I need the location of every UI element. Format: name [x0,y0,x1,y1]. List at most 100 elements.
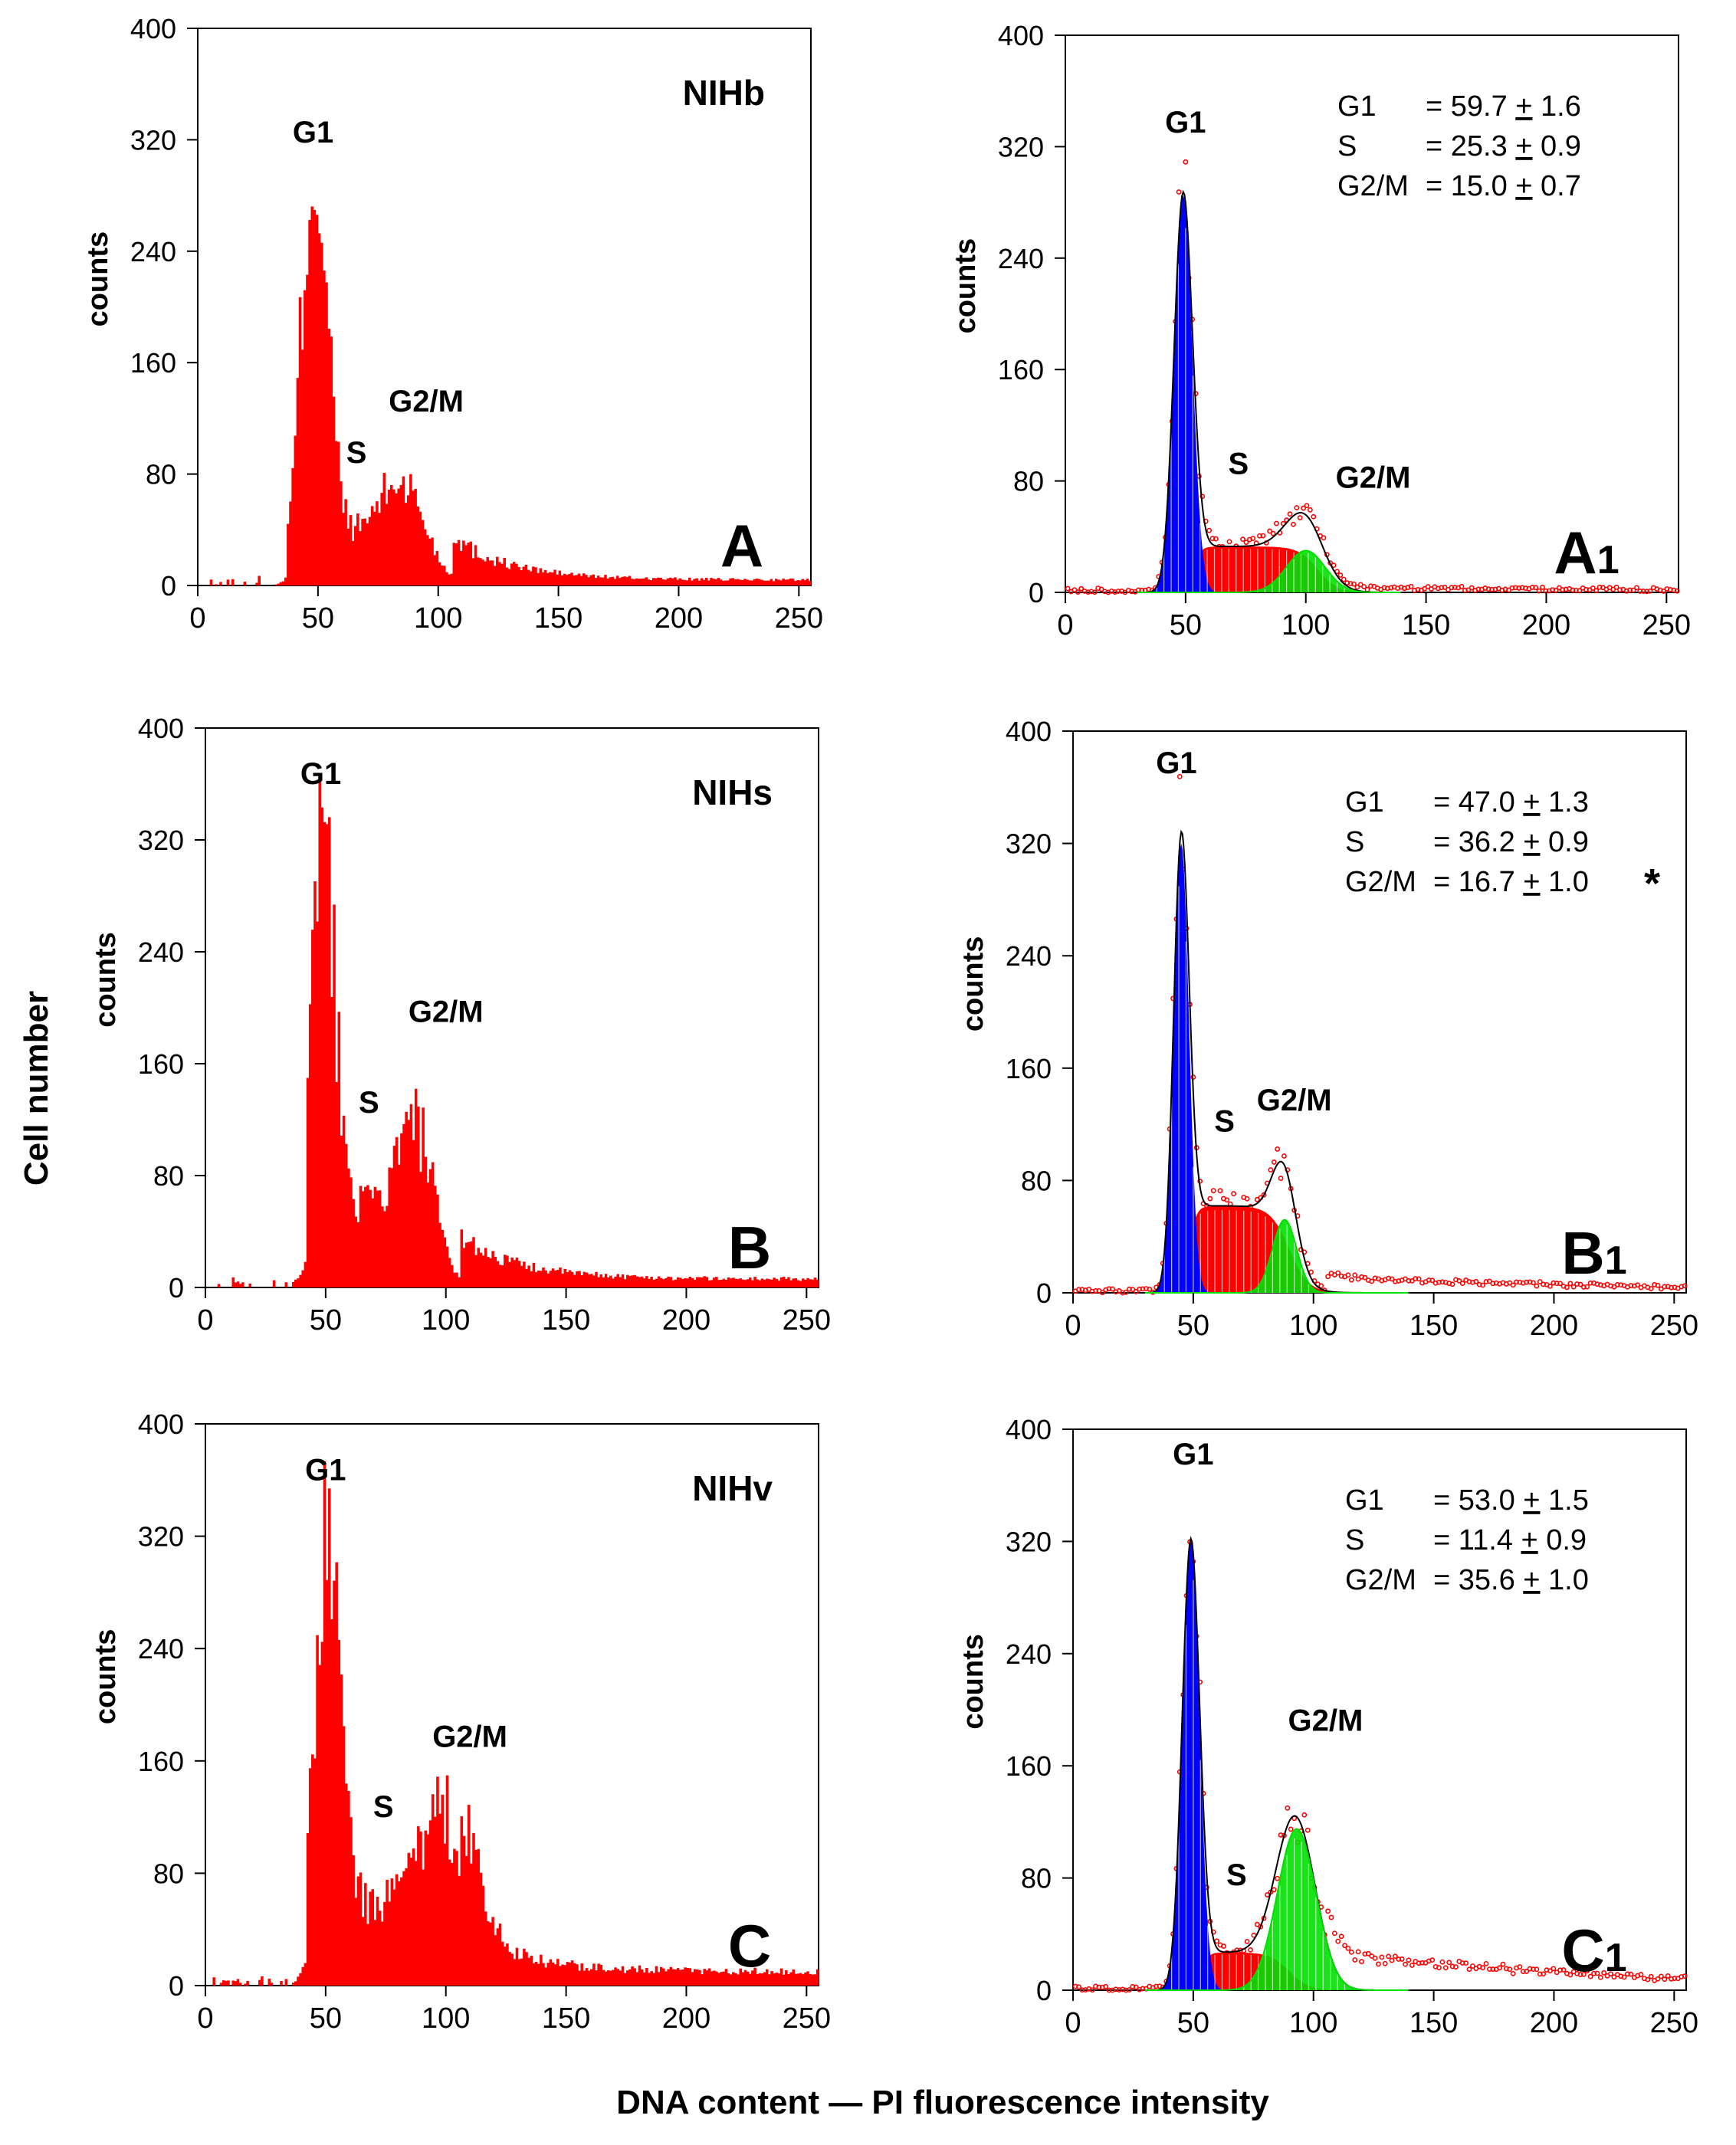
histogram-bar [236,1979,240,1986]
histogram-bar [486,556,490,585]
histogram-bar [544,1967,547,1986]
histogram-bar [356,1876,360,1986]
histogram-bar [460,1229,464,1287]
histogram-bar [371,1889,375,1986]
data-point [1409,1963,1415,1968]
histogram-bar [347,1791,350,1986]
histogram-bar [802,1278,805,1287]
y-tick-label: 240 [138,1633,184,1665]
histogram-bar [349,1817,353,1986]
data-point [1480,1965,1485,1971]
histogram-bar [530,1956,533,1986]
histogram-bar [578,1970,581,1986]
histogram-bar [284,1282,288,1287]
y-tick-label: 160 [138,1746,184,1777]
histogram-bar [464,1855,468,1986]
data-point [1638,1972,1644,1977]
histogram-bar [443,1843,447,1986]
histogram-bar [645,1276,648,1287]
data-point [1091,589,1098,595]
data-point [1133,1289,1139,1294]
data-point [1362,1274,1368,1281]
histogram-bar [720,1279,723,1287]
histogram-bar [243,581,247,585]
data-point [1076,1984,1081,1990]
histogram-bar [386,1205,389,1287]
data-point [1103,1983,1109,1989]
histogram-bar [592,1963,596,1986]
data-point [1210,1188,1216,1194]
histogram-bar [707,1280,711,1287]
histogram-bar [782,1974,786,1986]
histogram-bar [719,579,723,585]
data-point [1587,1280,1593,1286]
histogram-bar [597,1963,600,1986]
histogram-bar [258,576,261,585]
histogram-bar [787,1277,790,1287]
histogram-bar [306,1833,310,1986]
histogram-bar [412,490,415,585]
histogram-bar [363,518,367,585]
histogram-bar [655,1966,658,1986]
histogram-bar [433,555,436,585]
histogram-bar [491,560,494,585]
y-axis-label: counts [950,238,982,334]
y-tick-label: 80 [146,459,176,490]
histogram-bar [525,1952,528,1986]
histogram-bar [724,1279,728,1287]
data-point [1551,1966,1557,1972]
histogram-bar [476,557,480,585]
histogram-bar [573,576,576,585]
histogram-bar [804,1279,807,1287]
stat-value: = 25.3 + 0.9 [1426,130,1581,162]
histogram-bar [503,557,506,585]
histogram-bar [580,1963,583,1986]
histogram-bar [255,582,258,585]
histogram-bar [517,1959,521,1986]
histogram-bar [556,574,559,585]
histogram-bar [489,1258,492,1287]
histogram-bar [727,1277,730,1287]
histogram-bar [556,1270,560,1287]
histogram-bar [806,1971,809,1986]
histogram-bar [460,1816,464,1986]
data-point [1403,1961,1408,1967]
histogram-bar [389,484,393,585]
histogram-bar [657,577,660,585]
histogram-bar [462,540,465,585]
histogram-bar [782,579,785,585]
data-point [1261,1192,1267,1198]
data-point [1376,1961,1381,1967]
data-point [1294,505,1300,510]
data-point [1345,1945,1351,1951]
x-axis: 0 50 100 150 200 250 [197,1986,831,2035]
x-tick-label: 250 [1650,2007,1698,2039]
histogram-bar [359,1872,363,1986]
histogram-bar [378,1910,382,1986]
data-point [1429,1957,1436,1963]
histogram-bar [599,1274,603,1287]
histogram-bar [577,573,581,585]
histogram-bar [304,1261,307,1287]
peak-label-g1: G1 [300,757,341,791]
data-point [1674,588,1680,594]
histogram-bar [698,1970,701,1986]
histogram-bar [404,503,408,585]
histogram-bar [515,1947,519,1986]
x-tick-label: 0 [197,1304,213,1337]
histogram-bar [351,540,355,585]
histogram-bar [217,1284,221,1287]
histogram-bar [342,1115,346,1287]
histogram-bar [665,1971,668,1986]
histogram-bar [714,579,718,585]
data-point [1287,511,1293,517]
data-point [1577,1972,1583,1977]
histogram-bar [409,1858,413,1986]
stat-g2m-label: G2/M [1337,170,1409,202]
histogram-bar [715,1971,718,1986]
histogram-bar [662,1279,665,1287]
histogram-bar [402,1123,405,1287]
histogram-bar [753,1967,756,1986]
histogram-bar [336,441,340,585]
